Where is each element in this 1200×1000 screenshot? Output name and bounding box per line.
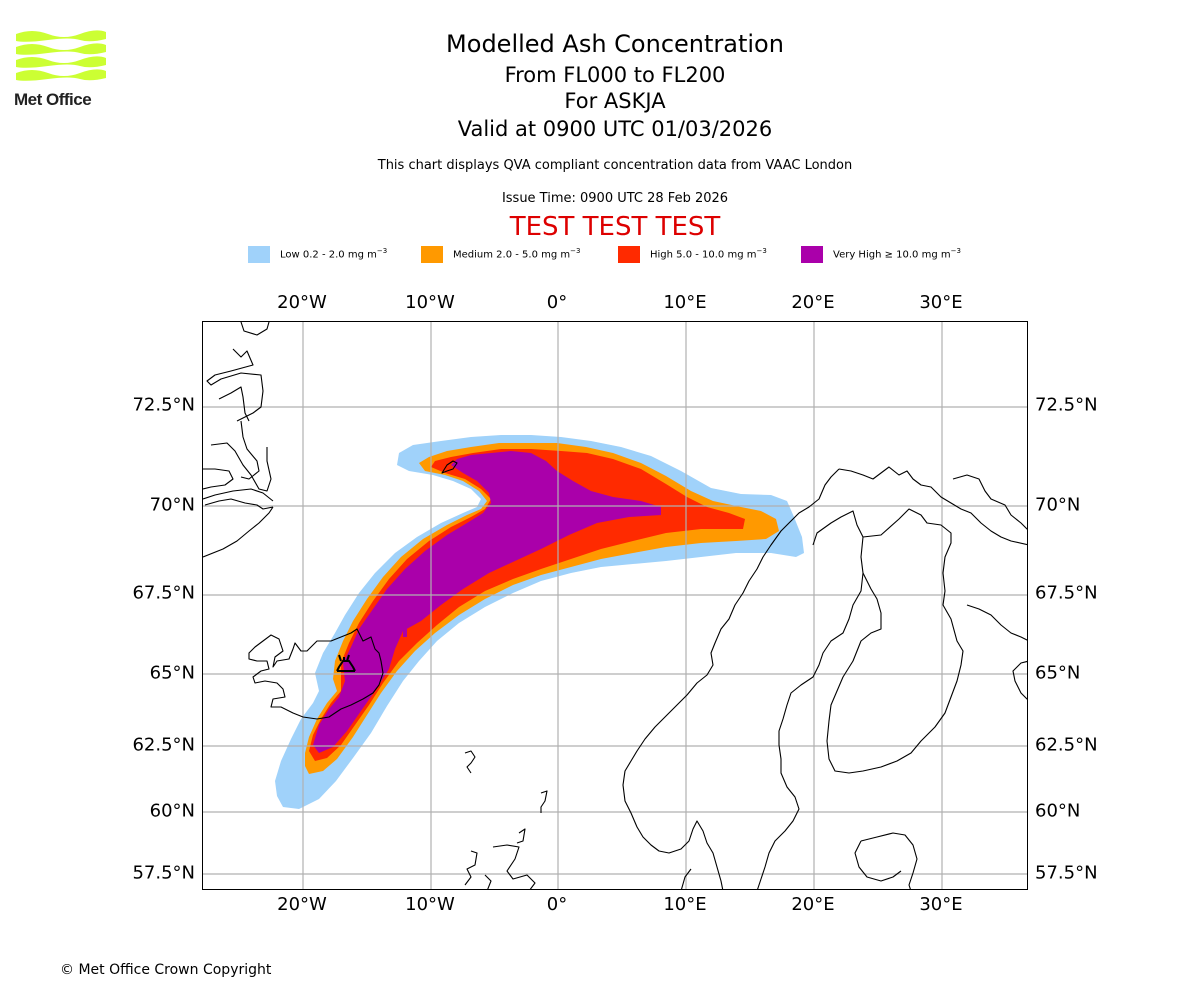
lat-tick-right: 60°N: [1035, 800, 1081, 822]
map-canvas: [203, 322, 1027, 889]
issue-time: Issue Time: 0900 UTC 28 Feb 2026: [501, 191, 729, 206]
lat-tick-right: 70°N: [1035, 494, 1081, 516]
met-office-logo: Met Office: [12, 28, 112, 118]
legend-item-medium: Medium 2.0 - 5.0 mg m−3: [421, 244, 580, 264]
lat-tick-right: 62.5°N: [1035, 734, 1098, 756]
legend-item-high: High 5.0 - 10.0 mg m−3: [618, 244, 767, 264]
lon-tick-bottom: 10°E: [663, 894, 707, 915]
lat-tick-left: 62.5°N: [132, 734, 195, 756]
copyright-notice: © Met Office Crown Copyright: [60, 962, 272, 978]
lon-tick-bottom: 20°W: [277, 894, 327, 915]
lat-tick-right: 65°N: [1035, 662, 1081, 684]
lat-tick-left: 72.5°N: [132, 394, 195, 416]
lat-tick-left: 70°N: [149, 494, 195, 516]
lat-tick-right: 67.5°N: [1035, 582, 1098, 604]
lon-tick-top: 20°E: [791, 292, 835, 313]
coastline-estonia: [854, 832, 918, 889]
lon-tick-bottom: 10°W: [405, 894, 455, 915]
ash-plume: [275, 435, 804, 809]
legend-label-high: High 5.0 - 10.0 mg m−3: [650, 247, 767, 261]
coastlines: [203, 322, 1027, 889]
plume-very-high: [313, 451, 661, 753]
lat-tick-left: 67.5°N: [132, 582, 195, 604]
coastline-greenland: [203, 322, 274, 558]
legend-label-low: Low 0.2 - 2.0 mg m−3: [280, 247, 388, 261]
lon-tick-top: 30°E: [919, 292, 963, 313]
logo-text: Met Office: [14, 90, 92, 109]
legend-label-very-high: Very High ≥ 10.0 mg m−3: [833, 247, 961, 261]
coastline-finland: [826, 508, 964, 774]
chart-title: Modelled Ash Concentration: [446, 30, 784, 58]
legend-swatch-very-high: [801, 245, 823, 263]
map-panel[interactable]: [202, 321, 1028, 890]
legend-swatch-low: [248, 245, 270, 263]
flight-level-range: From FL000 to FL200: [504, 63, 726, 87]
legend-item-low: Low 0.2 - 2.0 mg m−3: [248, 244, 387, 264]
plume-very-high: [403, 629, 407, 637]
test-banner: TEST TEST TEST: [509, 212, 721, 242]
lat-tick-left: 65°N: [149, 662, 195, 684]
lat-tick-right: 72.5°N: [1035, 394, 1098, 416]
volcano-icon[interactable]: [336, 654, 356, 672]
coastline-norway: [622, 466, 1027, 889]
lon-tick-top: 10°W: [405, 292, 455, 313]
coastline-faroe: [464, 750, 476, 774]
lon-tick-bottom: 30°E: [919, 894, 963, 915]
coastline-sweden: [757, 510, 864, 889]
coastline-shetland: [540, 790, 548, 813]
coastline-jan-mayen: [441, 460, 458, 474]
plume-high: [309, 449, 745, 761]
coastline-iceland: [248, 628, 384, 720]
coastline-russia: [952, 474, 1027, 700]
legend-swatch-high: [618, 245, 640, 263]
legend-label-medium: Medium 2.0 - 5.0 mg m−3: [453, 247, 581, 261]
coastline-scotland: [464, 828, 536, 889]
logo-waves-icon: [16, 30, 106, 81]
volcano-name: For ASKJA: [564, 89, 666, 113]
legend-swatch-medium: [421, 245, 443, 263]
lon-tick-bottom: 0°: [546, 894, 568, 915]
lon-tick-top: 20°W: [277, 292, 327, 313]
legend-item-very-high: Very High ≥ 10.0 mg m−3: [801, 244, 961, 264]
gridlines: [203, 322, 1027, 889]
lat-tick-right: 57.5°N: [1035, 862, 1098, 884]
lon-tick-top: 0°: [546, 292, 568, 313]
valid-time: Valid at 0900 UTC 01/03/2026: [457, 117, 773, 141]
chart-subtitle: This chart displays QVA compliant concen…: [377, 158, 853, 173]
lat-tick-left: 57.5°N: [132, 862, 195, 884]
lon-tick-top: 10°E: [663, 292, 707, 313]
lon-tick-bottom: 20°E: [791, 894, 835, 915]
lat-tick-left: 60°N: [149, 800, 195, 822]
